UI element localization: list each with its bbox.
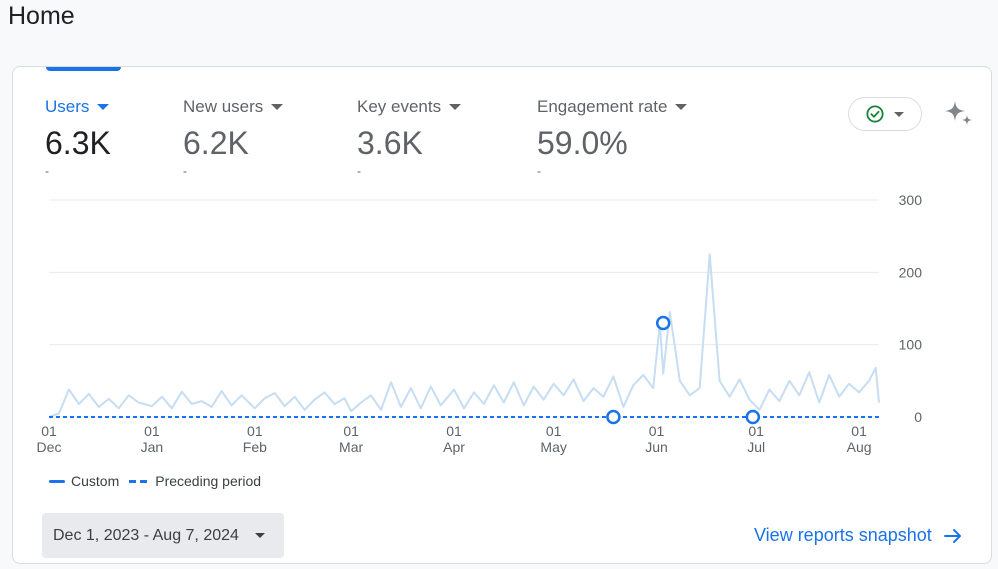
x-tick-day: 01 (343, 423, 359, 439)
x-tick-day: 01 (446, 423, 462, 439)
x-tick-month: Feb (243, 439, 267, 455)
chevron-down-icon (894, 111, 904, 117)
metric-delta: - (45, 164, 49, 178)
metric-value: 6.3K (45, 125, 111, 161)
chevron-down-icon (271, 104, 284, 110)
y-tick-label: 100 (899, 337, 923, 353)
x-tick-day: 01 (649, 423, 665, 439)
view-link-label: View reports snapshot (754, 525, 932, 545)
metric-delta: - (537, 164, 541, 178)
metric-label: New users (183, 97, 264, 116)
chart-legend: Custom Preceding period (49, 473, 261, 489)
y-tick-label: 0 (914, 409, 922, 425)
sparkle-icon[interactable] (941, 97, 975, 131)
legend-item-custom: Custom (49, 473, 119, 489)
y-tick-label: 200 (899, 264, 923, 280)
metric-label: Key events (357, 97, 442, 116)
chevron-down-icon (449, 104, 462, 110)
x-tick-month: Apr (443, 439, 465, 455)
x-tick-month: Jul (747, 439, 765, 455)
x-tick-month: May (540, 439, 566, 455)
page-title: Home (8, 2, 75, 30)
metric-label: Users (45, 97, 90, 116)
metric-label: Engagement rate (537, 97, 668, 116)
x-tick-day: 01 (144, 423, 160, 439)
x-tick-day: 01 (247, 423, 263, 439)
metric-users[interactable]: Users 6.3K - (45, 97, 111, 178)
x-tick-day: 01 (546, 423, 562, 439)
annotation-marker (745, 409, 761, 425)
date-range-picker[interactable]: Dec 1, 2023 - Aug 7, 2024 (42, 513, 284, 558)
legend-item-preceding: Preceding period (129, 473, 261, 489)
x-tick-day: 01 (748, 423, 764, 439)
x-tick-month: Jun (645, 439, 668, 455)
check-circle-icon (866, 105, 884, 123)
legend-label: Preceding period (155, 473, 262, 489)
legend-swatch-dashed (129, 479, 150, 483)
overview-card: Users 6.3K - New users 6.2K - Key events… (12, 66, 992, 564)
y-tick-label: 300 (899, 192, 923, 208)
legend-label: Custom (71, 473, 120, 489)
annotation-marker (655, 315, 671, 331)
annotation-marker (606, 409, 621, 425)
x-tick-month: Aug (847, 439, 872, 455)
metric-new-users[interactable]: New users 6.2K - (183, 97, 284, 178)
metric-value: 3.6K (357, 125, 423, 161)
date-range-label: Dec 1, 2023 - Aug 7, 2024 (53, 526, 239, 544)
metric-key-events[interactable]: Key events 3.6K - (357, 97, 462, 178)
metric-engagement-rate[interactable]: Engagement rate 59.0% - (537, 97, 688, 178)
series-line-custom (48, 253, 880, 418)
metric-value: 59.0% (537, 125, 628, 161)
chevron-down-icon (254, 533, 265, 538)
metric-value: 6.2K (183, 125, 249, 161)
view-reports-snapshot-link[interactable]: View reports snapshot (754, 525, 962, 546)
x-tick-month: Mar (339, 439, 363, 455)
x-tick-day: 01 (851, 423, 867, 439)
chevron-down-icon (97, 104, 110, 110)
status-dropdown-button[interactable] (848, 97, 922, 131)
arrow-right-icon (943, 528, 961, 543)
legend-swatch-solid (49, 479, 65, 483)
chevron-down-icon (675, 104, 688, 110)
x-tick-month: Jan (141, 439, 164, 455)
users-line-chart: 300200100001Dec01Jan01Feb01Mar01Apr01May… (37, 192, 923, 455)
x-tick-day: 01 (41, 423, 57, 439)
metric-delta: - (357, 164, 361, 178)
x-tick-month: Dec (37, 439, 62, 455)
active-tab-indicator (46, 67, 121, 71)
metric-delta: - (183, 164, 187, 178)
